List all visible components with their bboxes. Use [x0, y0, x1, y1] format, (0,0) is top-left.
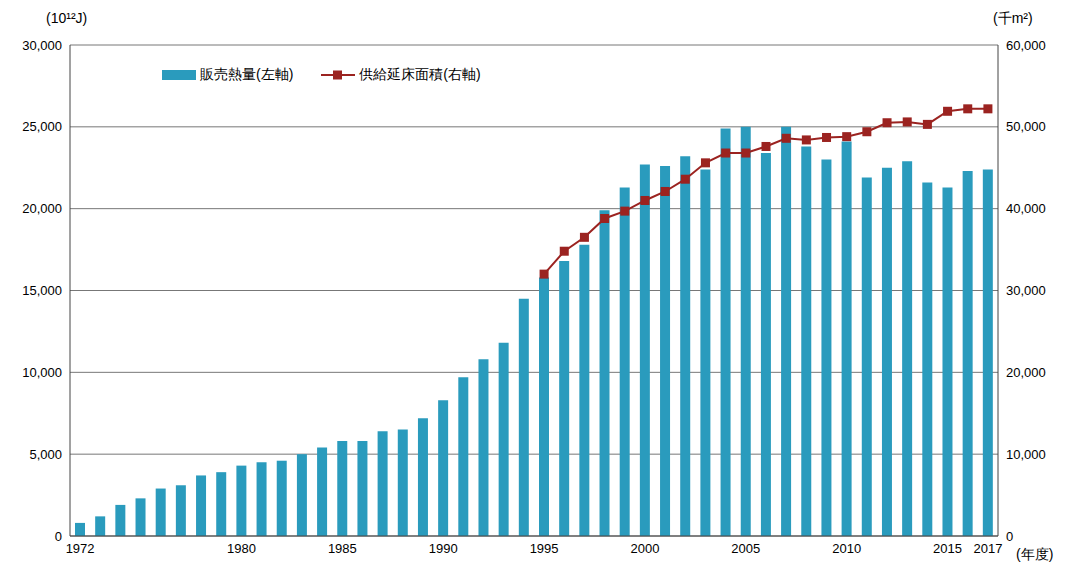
svg-text:2017: 2017 [973, 541, 1002, 556]
html-text:(年度): (年度) [1016, 546, 1054, 562]
svg-text:30,000: 30,000 [22, 38, 62, 53]
svg-text:2000: 2000 [630, 541, 659, 556]
svg-text:2015: 2015 [933, 541, 962, 556]
svg-text:20,000: 20,000 [1006, 365, 1046, 380]
svg-text:0: 0 [55, 529, 62, 544]
svg-text:1972: 1972 [66, 541, 95, 556]
svg-text:25,000: 25,000 [22, 119, 62, 134]
svg-text:10,000: 10,000 [22, 365, 62, 380]
html-text:(千m²): (千m²) [993, 10, 1033, 26]
svg-text:1980: 1980 [227, 541, 256, 556]
svg-text:1990: 1990 [429, 541, 458, 556]
svg-text:60,000: 60,000 [1006, 38, 1046, 53]
svg-text:50,000: 50,000 [1006, 119, 1046, 134]
html-text:(10¹²J): (10¹²J) [46, 10, 88, 26]
svg-text:40,000: 40,000 [1006, 201, 1046, 216]
svg-text:10,000: 10,000 [1006, 447, 1046, 462]
svg-text:20,000: 20,000 [22, 201, 62, 216]
svg-text:5,000: 5,000 [29, 447, 62, 462]
svg-text:1985: 1985 [328, 541, 357, 556]
html-text:供給延床面積(右軸): 供給延床面積(右軸) [359, 66, 481, 82]
svg-text:15,000: 15,000 [22, 283, 62, 298]
svg-text:1995: 1995 [530, 541, 559, 556]
svg-text:2005: 2005 [731, 541, 760, 556]
svg-text:0: 0 [1006, 529, 1013, 544]
html-text:販売熱量(左軸): 販売熱量(左軸) [200, 66, 294, 82]
svg-text:2010: 2010 [832, 541, 861, 556]
svg-text:30,000: 30,000 [1006, 283, 1046, 298]
